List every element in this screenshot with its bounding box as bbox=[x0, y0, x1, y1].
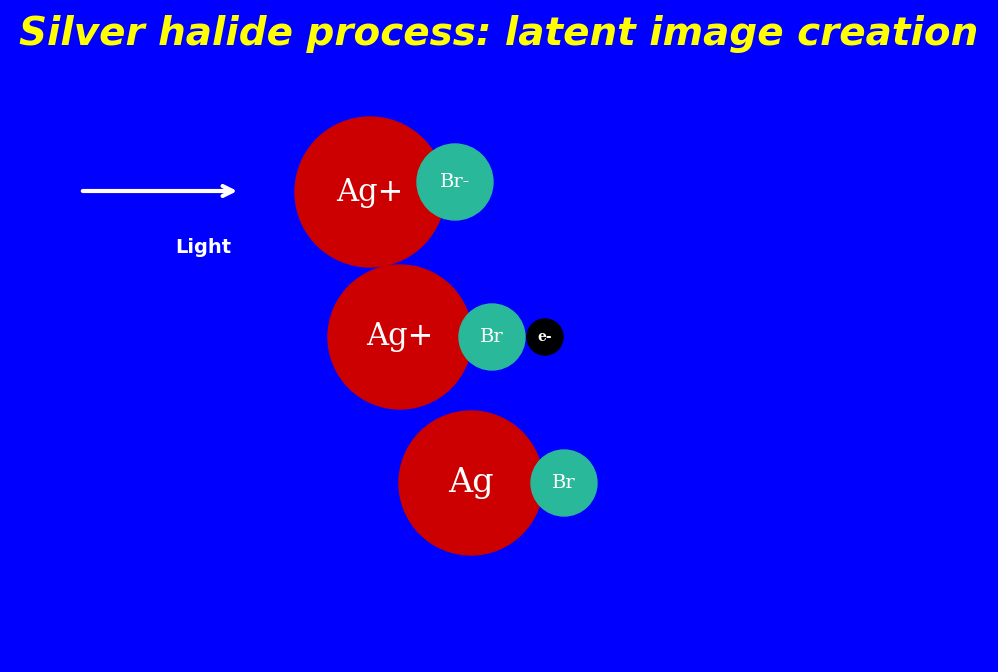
Circle shape bbox=[531, 450, 597, 516]
Text: Ag: Ag bbox=[448, 467, 494, 499]
Circle shape bbox=[295, 117, 445, 267]
Text: Silver halide process: latent image creation: Silver halide process: latent image crea… bbox=[19, 15, 979, 53]
Circle shape bbox=[328, 265, 472, 409]
Text: Ag+: Ag+ bbox=[336, 177, 403, 208]
Text: Br: Br bbox=[552, 474, 576, 492]
Circle shape bbox=[399, 411, 543, 555]
Circle shape bbox=[459, 304, 525, 370]
Text: Light: Light bbox=[175, 238, 232, 257]
Text: Ag+: Ag+ bbox=[366, 321, 433, 353]
Text: e-: e- bbox=[538, 330, 552, 344]
Text: Br: Br bbox=[480, 328, 504, 346]
Text: Br-: Br- bbox=[440, 173, 470, 191]
Circle shape bbox=[417, 144, 493, 220]
Circle shape bbox=[527, 319, 563, 355]
